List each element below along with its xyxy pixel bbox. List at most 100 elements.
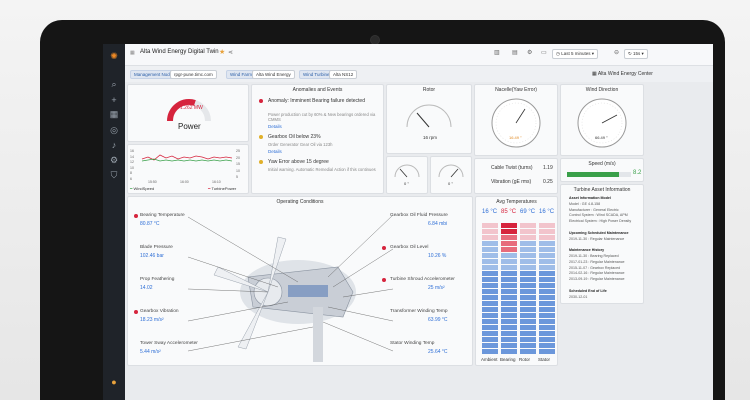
windspeed-chart (141, 154, 233, 162)
asset-info-line: 2019-11-30 : Bearing Replaced (569, 254, 619, 258)
heatmap-cell (520, 223, 536, 228)
asset-info-line: 2015-11-07 : Gearbox Replaced (569, 265, 621, 270)
heatmap-cell (539, 301, 555, 306)
heatmap-cell (539, 235, 555, 240)
speed-panel: Speed (m/s) 8.2 (560, 158, 644, 182)
heatmap-cell (501, 229, 517, 234)
heatmap-cell (520, 301, 536, 306)
anomaly-title: Anomaly: Imminent Bearing failure detect… (268, 98, 365, 104)
op-value: 10.26 % (428, 253, 447, 259)
operating-title: Operating Conditions (276, 199, 324, 205)
wind-center-link[interactable]: ▦ Alta Wind Energy Center (592, 71, 653, 77)
zoom-out-icon[interactable]: ⊖ (614, 50, 620, 56)
op-value: 6.84 mbi (428, 221, 448, 227)
heatmap-cell (520, 349, 536, 354)
plus-icon[interactable]: + (111, 95, 117, 105)
heatmap-cell (539, 247, 555, 252)
asset-info-line: 2030-12-01 (569, 294, 588, 299)
anomaly-body: Power production cut by 60% & New bearin… (268, 112, 376, 122)
heatmap-cell (482, 325, 498, 330)
rotor-title: Rotor (422, 87, 436, 93)
op-label: Bearing Temperature (140, 213, 185, 218)
heatmap-cell (482, 265, 498, 270)
star-icon[interactable]: ★ (219, 49, 226, 56)
time-range-picker[interactable]: ◷ Last 5 minutes ▾ (552, 49, 598, 59)
heatmap-cell (520, 331, 536, 336)
nacelle-compass (491, 98, 541, 148)
heatmap-cell (482, 229, 498, 234)
explore-icon[interactable]: ◎ (110, 125, 118, 135)
heatmap-cell (539, 241, 555, 246)
asset-info-line: Control System : Wind SCADA, APM (569, 213, 628, 218)
y-tick-left: 8 (130, 171, 132, 175)
share-icon[interactable]: ⋖ (228, 50, 234, 56)
asset-info-panel: Turbine Asset Information Asset Informat… (560, 184, 644, 304)
dashboard-link-icon: ▦ (592, 71, 598, 77)
avg-temp-value: 16 °C (482, 209, 498, 215)
heatmap-cell (501, 271, 517, 276)
heatmap-cell (539, 289, 555, 294)
heatmap-cell (501, 265, 517, 270)
avatar[interactable]: ● (111, 377, 117, 387)
heatmap-cell (539, 349, 555, 354)
anomaly-details-link[interactable]: Details (268, 124, 282, 129)
avg-temps-title: Avg Temperatures (496, 199, 537, 205)
heatmap-cell (539, 337, 555, 342)
heatmap-cell (501, 283, 517, 288)
settings-icon[interactable]: ⚙ (527, 50, 533, 56)
op-label: Blade Pressure (140, 245, 173, 250)
shield-icon[interactable]: ⛉ (110, 170, 118, 180)
heatmap-cell (520, 241, 536, 246)
op-value: 63.99 °C (428, 317, 448, 323)
wind-turbine-select[interactable]: Alta NS12 (329, 70, 358, 79)
heatmap-cell (482, 235, 498, 240)
turbine-illustration (187, 214, 394, 362)
op-label: Turbine Shroud Accelerometer (390, 277, 455, 282)
rotor-small-left-value: 0 ° (404, 181, 409, 186)
dashboards-icon[interactable]: ▦ (109, 109, 119, 119)
nacelle-title: Nacelle(Yaw Error) (495, 87, 537, 93)
operating-conditions-panel: Operating Conditions Bearing Temperature… (127, 196, 473, 366)
heatmap-cell (520, 325, 536, 330)
heatmap-cell (501, 235, 517, 240)
search-icon[interactable]: ⌕ (111, 79, 117, 89)
power-gauge-arc (167, 99, 196, 122)
anomaly-status-dot (259, 135, 263, 139)
heatmap-cell (482, 283, 498, 288)
heatmap-cell (482, 295, 498, 300)
heatmap-cell (501, 289, 517, 294)
heatmap-cell (482, 301, 498, 306)
save-icon[interactable]: ▤ (512, 50, 518, 56)
wind-direction-title: Wind Direction (585, 87, 619, 93)
y-tick-right: 25 (236, 149, 240, 153)
add-panel-icon[interactable]: ▥ (494, 50, 500, 56)
nacelle-value: 16.49 ° (509, 135, 522, 140)
heatmap-cell (501, 307, 517, 312)
refresh-icon: ↻ (628, 51, 634, 56)
wind-direction-panel: Wind Direction 66.49 ° (560, 84, 644, 156)
anomalies-panel: Anomalies and Events Anomaly: Imminent B… (251, 84, 384, 194)
heatmap-cell (539, 253, 555, 258)
grafana-logo-icon[interactable]: ✺ (110, 51, 118, 61)
windspeed-legend: ━ WindSpeed (130, 186, 155, 191)
heatmap-cell (482, 331, 498, 336)
op-label: Tower Sway Accelerometer (140, 341, 198, 346)
mgmt-node-select[interactable]: rpgr-pune.timc.com (170, 70, 217, 79)
tv-mode-icon[interactable]: ▭ (541, 50, 547, 56)
refresh-button[interactable]: ↻ 15s ▾ (624, 49, 648, 59)
op-label: Transformer Winding Temp (390, 309, 448, 314)
avg-temp-label: Rotor (519, 357, 531, 362)
anomaly-title: Yaw Error above 15 degree (268, 159, 329, 165)
gear-icon[interactable]: ⚙ (109, 155, 119, 165)
op-label: Stator Winding Temp (390, 341, 435, 346)
heatmap-cell (520, 247, 536, 252)
dashboard-title[interactable]: Alta Wind Energy Digital Twin (140, 49, 219, 55)
wind-farm-select[interactable]: Alta Wind Energy (252, 70, 295, 79)
heatmap-cell (482, 259, 498, 264)
anomaly-details-link[interactable]: Details (268, 149, 282, 154)
avg-temp-value: 69 °C (520, 209, 536, 215)
anomalies-title: Anomalies and Events (292, 87, 343, 93)
vibration-label: Vibration (gE rms) (491, 179, 532, 185)
apps-icon[interactable]: ▦ (130, 50, 135, 56)
alert-bell-icon[interactable]: ♪ (111, 140, 117, 150)
